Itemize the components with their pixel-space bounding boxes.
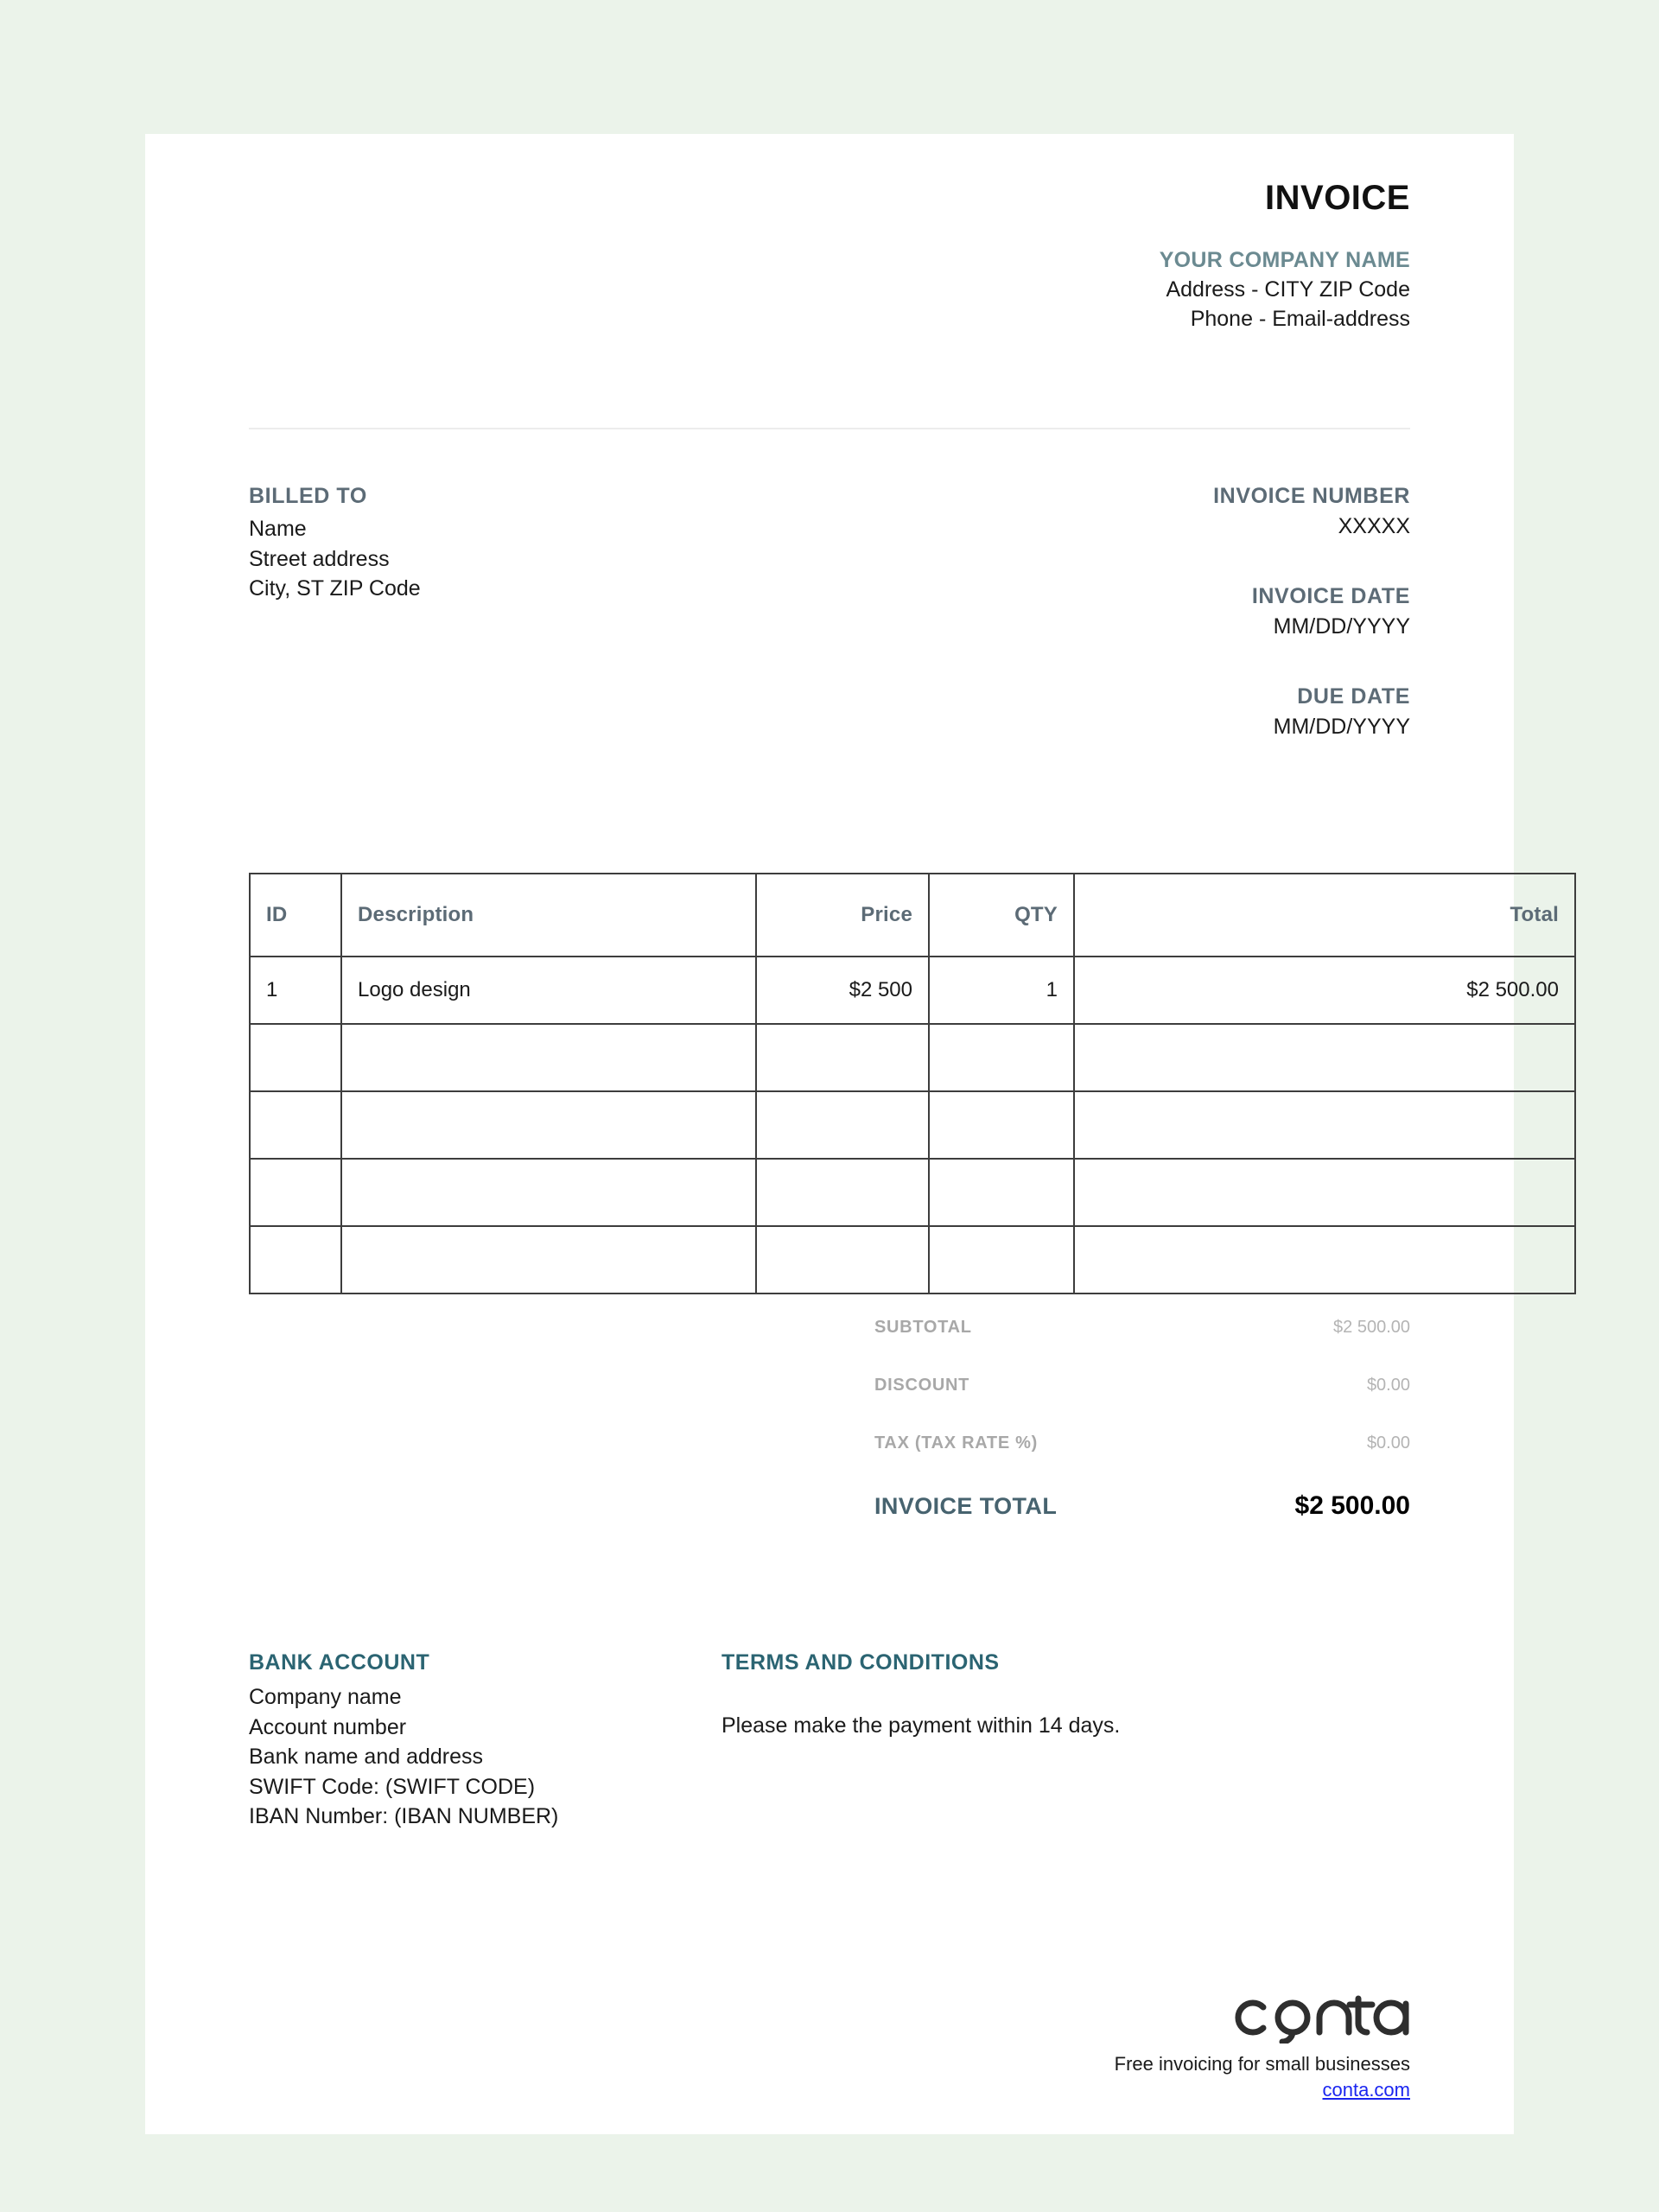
terms-section: TERMS AND CONDITIONS Please make the pay… [721,1650,1120,1738]
discount-value: $0.00 [1366,1376,1410,1395]
cell-price [755,1090,930,1160]
company-name: YOUR COMPANY NAME [1159,248,1410,272]
line-items-table: ID Description Price QTY Total 1 Logo de… [249,873,1576,1294]
cell-description: Logo design [340,956,757,1025]
bank-account-section: BANK ACCOUNT Company name Account number… [249,1650,558,1832]
discount-row: DISCOUNT $0.00 [874,1376,1410,1395]
cell-total [1073,1090,1576,1160]
header-divider [249,428,1410,429]
due-date-value: MM/DD/YYYY [1273,715,1410,739]
table-row [249,1090,1576,1160]
terms-heading: TERMS AND CONDITIONS [721,1650,1000,1675]
cell-description [340,1158,757,1227]
cell-qty [928,1023,1075,1092]
cell-qty: 1 [928,956,1075,1025]
cell-qty [928,1158,1075,1227]
invoice-total-label: INVOICE TOTAL [874,1493,1058,1519]
cell-qty [928,1090,1075,1160]
subtotal-value: $2 500.00 [1333,1318,1410,1337]
cell-total: $2 500.00 [1073,956,1576,1025]
cell-price [755,1225,930,1294]
invoice-page: INVOICE YOUR COMPANY NAME Address - CITY… [145,134,1576,2134]
billed-to-name: Name [249,517,307,541]
due-date-group: DUE DATE MM/DD/YYYY [1213,684,1410,740]
column-header-description: Description [340,873,757,957]
cell-qty [928,1225,1075,1294]
tax-label: TAX (TAX RATE %) [874,1433,1038,1452]
cell-total [1073,1225,1576,1294]
cell-description [340,1225,757,1294]
invoice-number-group: INVOICE NUMBER XXXXX [1213,484,1410,539]
conta-logo-icon [1235,1995,1409,2044]
billed-to-street: Street address [249,546,390,571]
column-header-qty: QTY [928,873,1075,957]
cell-description [340,1090,757,1160]
invoice-date-group: INVOICE DATE MM/DD/YYYY [1213,584,1410,639]
bank-swift-code: SWIFT Code: (SWIFT CODE) [249,1774,536,1799]
column-header-total: Total [1073,873,1576,957]
invoice-number-label: INVOICE NUMBER [1213,484,1410,508]
column-header-price: Price [755,873,930,957]
cell-id [249,1090,342,1160]
bank-name-address: Bank name and address [249,1745,484,1769]
billed-to-section: BILLED TO Name Street address City, ST Z… [249,484,421,604]
totals-section: SUBTOTAL $2 500.00 DISCOUNT $0.00 TAX (T… [874,1318,1410,1521]
billed-to-heading: BILLED TO [249,484,367,508]
bank-account-heading: BANK ACCOUNT [249,1650,430,1675]
table-row [249,1023,1576,1092]
subtotal-label: SUBTOTAL [874,1318,972,1337]
cell-description [340,1023,757,1092]
billed-to-city: City, ST ZIP Code [249,576,421,601]
cell-id [249,1158,342,1227]
conta-footer: Free invoicing for small businesses cont… [1115,1990,1410,2101]
tax-row: TAX (TAX RATE %) $0.00 [874,1433,1410,1453]
conta-tagline: Free invoicing for small businesses [1114,2053,1410,2075]
conta-website-link[interactable]: conta.com [1322,2079,1411,2101]
bank-company-name: Company name [249,1685,402,1709]
cell-id [249,1225,342,1294]
column-header-id: ID [249,873,342,957]
cell-price: $2 500 [755,956,930,1025]
invoice-number-value: XXXXX [1338,514,1410,538]
cell-total [1073,1158,1576,1227]
bank-account-number: Account number [249,1714,407,1739]
table-row [249,1158,1576,1227]
table-header-row: ID Description Price QTY Total [249,873,1576,957]
page-title: INVOICE [1265,179,1410,217]
invoice-date-label: INVOICE DATE [1251,584,1410,608]
company-address: Address - CITY ZIP Code [1166,276,1410,302]
invoice-total-row: INVOICE TOTAL $2 500.00 [874,1491,1410,1521]
invoice-total-value: $2 500.00 [1294,1491,1410,1520]
table-row [249,1225,1576,1294]
due-date-label: DUE DATE [1297,684,1410,709]
invoice-meta: INVOICE NUMBER XXXXX INVOICE DATE MM/DD/… [1213,484,1410,740]
subtotal-row: SUBTOTAL $2 500.00 [874,1318,1410,1338]
bank-iban-number: IBAN Number: (IBAN NUMBER) [249,1804,559,1828]
discount-label: DISCOUNT [874,1376,970,1395]
invoice-date-value: MM/DD/YYYY [1273,614,1410,639]
tax-value: $0.00 [1366,1433,1410,1452]
company-contact: Phone - Email-address [1190,306,1410,331]
cell-id: 1 [249,956,342,1025]
cell-total [1073,1023,1576,1092]
cell-price [755,1158,930,1227]
terms-text: Please make the payment within 14 days. [721,1713,1121,1738]
cell-price [755,1023,930,1092]
table-row: 1 Logo design $2 500 1 $2 500.00 [249,956,1576,1025]
cell-id [249,1023,342,1092]
company-info: YOUR COMPANY NAME Address - CITY ZIP Cod… [1160,246,1410,334]
